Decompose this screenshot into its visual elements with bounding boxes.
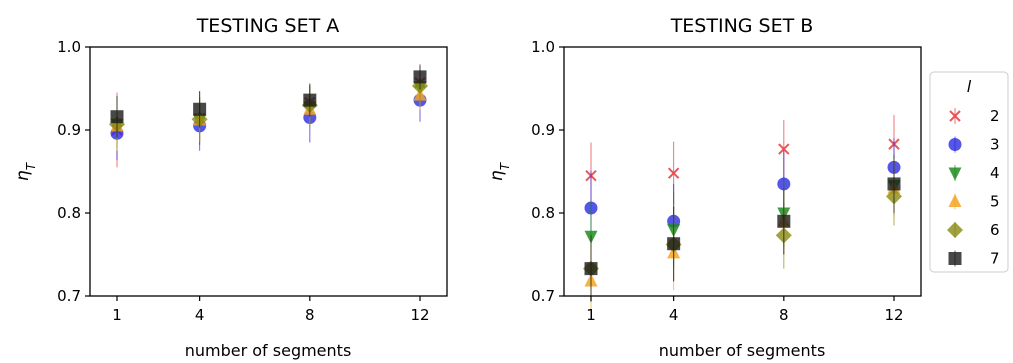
- legend-label: 3: [990, 136, 1000, 154]
- y-tick-label: 0.9: [57, 121, 81, 139]
- x-tick-label: 4: [669, 306, 679, 324]
- legend-item: 4: [948, 164, 1000, 182]
- series-2: [585, 115, 900, 209]
- legend-marker: [948, 167, 962, 181]
- data-points: [583, 115, 902, 315]
- data-point: [778, 143, 790, 155]
- x-axis-label: number of segments: [659, 341, 826, 360]
- y-tick-label: 1.0: [57, 38, 81, 56]
- x-tick-label: 1: [586, 306, 596, 324]
- x-tick-label: 8: [305, 306, 315, 324]
- x-tick-label: 12: [884, 306, 903, 324]
- data-point: [413, 70, 427, 84]
- legend-marker: [947, 222, 963, 238]
- legend-label: 4: [990, 164, 1000, 182]
- y-tick-label: 0.9: [531, 121, 555, 139]
- legend-item: 5: [948, 193, 1000, 211]
- plot-frame: [563, 46, 922, 297]
- x-axis-label: number of segments: [185, 341, 352, 360]
- series-2: [111, 66, 426, 168]
- series-5: [584, 159, 901, 315]
- data-point: [110, 110, 124, 124]
- legend-item: 3: [948, 136, 1000, 154]
- y-axis-label: ηT: [487, 161, 512, 181]
- data-point: [667, 237, 681, 251]
- legend-marker: [948, 194, 962, 207]
- series-4: [584, 156, 901, 274]
- y-tick-label: 0.8: [531, 204, 555, 222]
- chart-testing-set-a: TESTING SET A number of segments ηT 0.70…: [13, 15, 448, 360]
- series-3: [584, 138, 901, 259]
- series-4: [110, 70, 427, 150]
- y-tick-label: 0.7: [57, 287, 81, 305]
- chart-title: TESTING SET B: [670, 15, 814, 37]
- legend-label: 2: [990, 107, 1000, 125]
- chart-testing-set-b: TESTING SET B number of segments ηT 0.70…: [487, 15, 922, 360]
- series-6: [583, 167, 902, 302]
- legend-item: 7: [948, 250, 1000, 268]
- legend-label: 6: [990, 221, 1000, 239]
- legend-label: 5: [990, 193, 1000, 211]
- legend-marker: [949, 110, 961, 122]
- plot-frame: [89, 46, 448, 297]
- x-tick-label: 4: [195, 306, 205, 324]
- series-7: [110, 64, 427, 138]
- legend: l 2 3 4 5 6 7: [929, 71, 1009, 273]
- chart-title: TESTING SET A: [196, 15, 340, 37]
- data-points: [109, 64, 428, 168]
- legend-label: 7: [990, 250, 1000, 268]
- legend-title: l: [967, 77, 972, 96]
- x-tick-label: 12: [410, 306, 429, 324]
- data-point: [777, 214, 791, 228]
- legend-item: 2: [949, 107, 1000, 125]
- y-tick-label: 0.8: [57, 204, 81, 222]
- data-point: [193, 102, 207, 116]
- axis-ticks: 0.7 0.8 0.9 1.0 1 4 8 12: [531, 38, 903, 324]
- series-5: [110, 80, 427, 151]
- y-axis-label: ηT: [13, 161, 38, 181]
- data-point: [584, 262, 598, 276]
- x-tick-label: 8: [779, 306, 789, 324]
- data-point: [667, 167, 680, 179]
- data-point: [303, 93, 317, 107]
- legend-marker: [948, 252, 962, 265]
- series-3: [110, 78, 427, 160]
- y-tick-label: 1.0: [531, 38, 555, 56]
- legend-item: 6: [947, 221, 1000, 239]
- data-point: [887, 177, 901, 191]
- series-6: [109, 71, 428, 148]
- legend-marker: [948, 138, 962, 151]
- legend-box: [929, 71, 1009, 273]
- x-tick-label: 1: [112, 306, 122, 324]
- y-tick-label: 0.7: [531, 287, 555, 305]
- axis-ticks: 0.7 0.8 0.9 1.0 1 4 8 12: [57, 38, 429, 324]
- series-7: [584, 154, 901, 302]
